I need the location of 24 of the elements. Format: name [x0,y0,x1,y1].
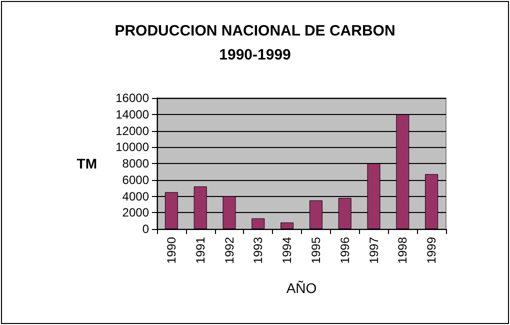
y-tick-label: 10000 [116,140,150,154]
y-axis-title: TM [76,156,97,172]
x-tick-label: 1993 [251,236,266,264]
y-tick-label: 16000 [116,91,150,105]
x-tick-label: 1992 [222,236,236,264]
y-tick-label: 12000 [116,124,150,138]
x-axis-title: AÑO [286,280,317,296]
x-tick-label: 1998 [396,236,410,264]
bar [252,218,265,229]
x-tick-label: 1991 [193,236,208,264]
y-tick-label: 4000 [122,189,150,204]
y-tick-label: 14000 [116,107,150,122]
x-tick-label: 1995 [308,236,323,264]
x-tick-label: 1999 [424,236,439,264]
x-tick-label: 1990 [164,236,178,264]
bar [280,222,294,229]
x-tick-label: 1996 [338,236,352,264]
y-tick-label: 0 [142,222,150,236]
chart-title: PRODUCCION NACIONAL DE CARBON 1990-1999 [114,22,396,64]
x-tick-label: 1994 [280,236,294,264]
x-tick-label: 1997 [366,236,381,264]
y-tick-label: 2000 [122,206,150,220]
y-tick-label: 8000 [122,156,150,170]
y-tick-label: 6000 [122,172,150,187]
